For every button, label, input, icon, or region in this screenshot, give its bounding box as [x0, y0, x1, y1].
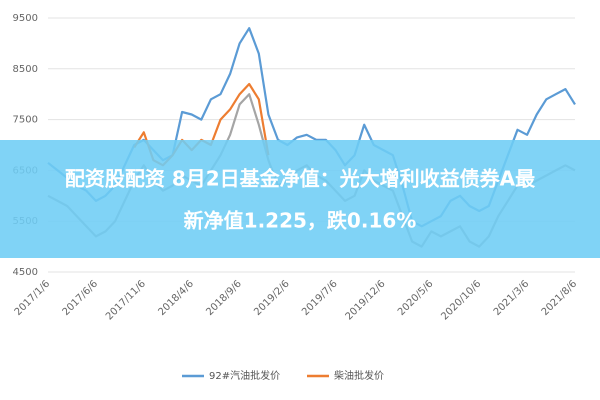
- legend-label: 92#汽油批发价: [209, 369, 280, 382]
- y-tick-label: 7500: [13, 115, 38, 126]
- x-tick-label: 2020/10/6: [439, 278, 483, 322]
- y-tick-label: 4500: [13, 267, 38, 278]
- x-tick-label: 2019/7/6: [300, 278, 340, 318]
- x-tick-label: 2017/11/6: [104, 278, 148, 322]
- x-tick-label: 2017/1/6: [13, 278, 53, 318]
- x-tick-label: 2019/12/6: [344, 278, 388, 322]
- x-tick-label: 2019/2/6: [252, 278, 292, 318]
- y-tick-label: 9500: [13, 13, 38, 24]
- x-tick-label: 2021/3/6: [492, 278, 532, 318]
- legend-label: 柴油批发价: [334, 369, 384, 382]
- x-tick-label: 2018/4/6: [156, 278, 196, 318]
- x-tick-label: 2018/9/6: [204, 278, 244, 318]
- banner-text: 配资股配资 8月2日基金净值：光大增利收益债券A最: [65, 167, 536, 191]
- y-tick-label: 8500: [13, 64, 38, 75]
- x-tick-label: 2021/8/6: [540, 278, 580, 318]
- x-tick-label: 2020/5/6: [396, 278, 436, 318]
- banner: [0, 140, 600, 258]
- x-tick-label: 2017/6/6: [61, 278, 101, 318]
- banner-text: 新净值1.225，跌0.16%: [184, 209, 417, 233]
